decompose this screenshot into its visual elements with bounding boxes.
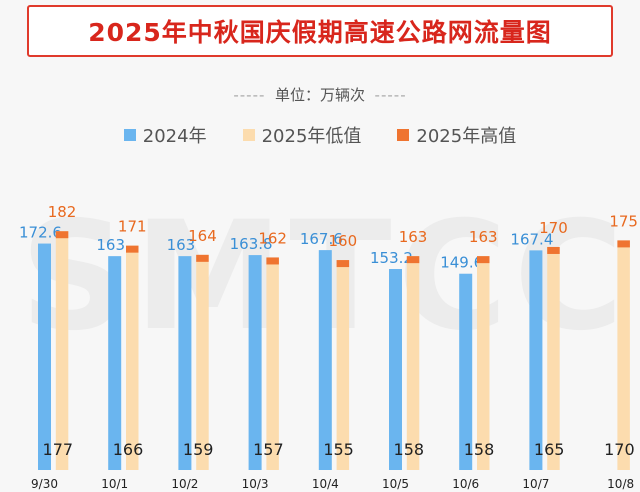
bar-2025-low-8 (617, 240, 630, 470)
value-label-2025-low-7: 165 (534, 440, 565, 459)
bar-2025-high-cap-6 (477, 256, 490, 264)
bar-2025-high-cap-5 (406, 256, 420, 264)
bar-2024-3 (248, 255, 262, 470)
value-label-2025-low-2: 159 (183, 440, 214, 459)
value-label-2024-5: 153.2 (370, 249, 413, 267)
bar-2025-low-3 (266, 257, 279, 470)
value-label-2025-high-2: 164 (188, 227, 217, 245)
bar-2024-6 (459, 273, 473, 470)
legend-swatch-2025-low (242, 129, 255, 141)
value-label-2024-1: 163 (96, 236, 125, 254)
x-tick-label-6: 10/6 (452, 477, 479, 491)
bar-2025-high-cap-1 (126, 245, 139, 253)
x-tick-label-4: 10/4 (312, 477, 339, 491)
bar-2025-low-4 (336, 260, 350, 470)
bar-2025-low-5 (406, 256, 420, 470)
legend-item-2025-high: 2025年高值 (397, 122, 516, 148)
x-tick-label-2: 10/2 (171, 477, 198, 491)
bar-2025-low-2 (196, 254, 209, 470)
x-tick-label-1: 10/1 (101, 477, 128, 491)
value-label-2024-6: 149.6 (440, 254, 483, 272)
value-label-2025-high-1: 171 (118, 218, 147, 236)
bar-2025-high-cap-4 (336, 260, 350, 268)
legend: 2024年 2025年低值 2025年高值 (0, 122, 640, 148)
value-label-2025-low-4: 155 (323, 440, 354, 459)
bar-2024-7 (529, 250, 543, 470)
legend-swatch-2024 (123, 129, 136, 141)
x-tick-label-0: 9/30 (31, 477, 58, 491)
unit-dash-left: ----- (233, 86, 266, 104)
x-tick-label-3: 10/3 (242, 477, 269, 491)
bar-2025-high-cap-8 (617, 240, 630, 248)
x-tick-label-7: 10/7 (522, 477, 549, 491)
legend-item-2024: 2024年 (123, 122, 207, 148)
legend-label-2024: 2024年 (142, 126, 207, 147)
value-label-2025-high-5: 163 (399, 228, 428, 246)
legend-label-2025-low: 2025年低值 (261, 126, 362, 147)
legend-item-2025-low: 2025年低值 (242, 122, 362, 148)
bar-2024-4 (318, 250, 332, 470)
unit-label: 单位：万辆次 (274, 86, 365, 104)
bar-2025-high-cap-0 (55, 231, 69, 239)
value-label-2024-4: 167.6 (300, 230, 343, 248)
value-label-2025-high-0: 182 (48, 203, 77, 221)
bar-2024-5 (389, 269, 402, 470)
value-label-2025-low-3: 157 (253, 440, 284, 459)
value-label-2025-high-7: 170 (539, 219, 568, 237)
value-label-2025-high-8: 175 (609, 212, 638, 230)
value-label-2025-low-6: 158 (464, 440, 495, 459)
bar-2025-low-0 (55, 231, 69, 470)
value-label-2025-low-8: 170 (604, 440, 635, 459)
unit-dash-right: ----- (374, 86, 407, 104)
value-label-2025-low-0: 177 (43, 440, 74, 459)
x-tick-label-5: 10/5 (382, 477, 409, 491)
title-box: 2025年中秋国庆假期高速公路网流量图 (27, 5, 613, 57)
value-label-2024-7: 167.4 (510, 230, 553, 248)
value-label-2025-low-1: 166 (113, 440, 144, 459)
legend-swatch-2025-high (397, 129, 410, 141)
chart-title: 2025年中秋国庆假期高速公路网流量图 (88, 18, 552, 47)
unit-line: ----- 单位：万辆次 ----- (0, 84, 640, 105)
x-tick-label-8: 10/8 (607, 477, 634, 491)
value-label-2024-0: 172.6 (19, 224, 62, 242)
bar-2025-low-7 (547, 246, 560, 470)
value-label-2025-high-3: 162 (258, 229, 287, 247)
legend-label-2025-high: 2025年高值 (416, 126, 517, 147)
bar-2024-0 (38, 243, 51, 470)
value-label-2025-high-4: 160 (329, 232, 358, 250)
value-label-2024-2: 163 (167, 236, 196, 254)
bar-2024-2 (178, 256, 192, 470)
bar-2025-high-cap-7 (547, 246, 560, 254)
bar-2025-low-1 (126, 245, 139, 470)
value-label-2025-low-5: 158 (394, 440, 425, 459)
value-label-2025-high-6: 163 (469, 228, 498, 246)
value-label-2024-3: 163.8 (230, 235, 273, 253)
bar-2025-low-6 (477, 256, 490, 470)
bar-2025-high-cap-3 (266, 257, 279, 265)
bar-2025-high-cap-2 (196, 254, 209, 262)
bar-2024-1 (108, 256, 122, 470)
